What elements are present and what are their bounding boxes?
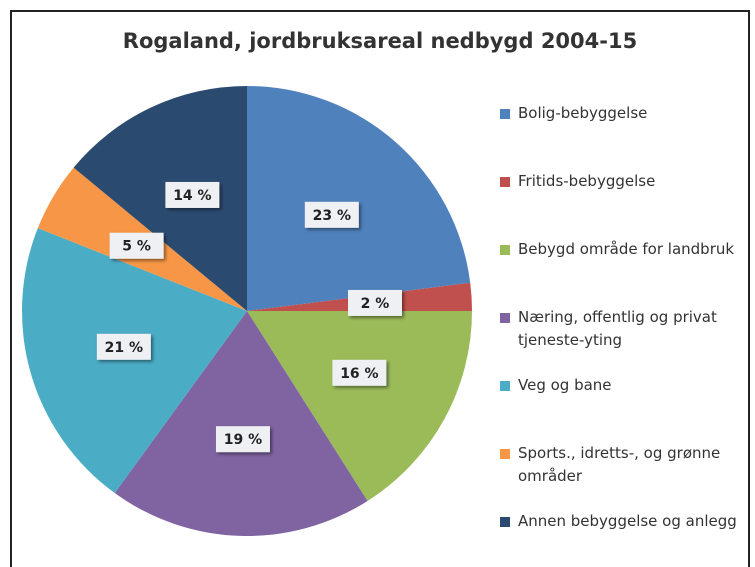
data-label-box bbox=[109, 232, 164, 259]
chart-title: Rogaland, jordbruksareal nedbygd 2004-15 bbox=[123, 29, 637, 53]
data-label-box bbox=[347, 289, 402, 316]
data-label: 19 % bbox=[215, 426, 270, 453]
legend-item: Fritids-bebyggelse bbox=[500, 170, 745, 193]
data-label: 5 % bbox=[109, 232, 164, 259]
legend-swatch bbox=[500, 381, 510, 391]
legend-swatch bbox=[500, 517, 510, 527]
legend-label: Annen bebyggelse og anlegg bbox=[518, 512, 737, 530]
legend-label: Næring, offentlig og privat tjeneste-yti… bbox=[518, 308, 717, 349]
data-label-text: 19 % bbox=[224, 432, 262, 448]
data-label-box bbox=[304, 201, 359, 228]
legend-swatch bbox=[500, 313, 510, 323]
legend-swatch bbox=[500, 449, 510, 459]
data-label-text: 23 % bbox=[313, 208, 351, 224]
data-label-text: 2 % bbox=[361, 296, 390, 312]
pie-slice bbox=[22, 228, 248, 494]
pie-slice bbox=[114, 311, 368, 536]
data-label-box bbox=[96, 333, 151, 360]
data-label-text: 16 % bbox=[340, 366, 378, 382]
pie-slice bbox=[247, 311, 472, 501]
legend-label: Fritids-bebyggelse bbox=[518, 172, 656, 190]
legend-label: Bolig-bebyggelse bbox=[518, 104, 648, 122]
data-label: 14 % bbox=[165, 181, 220, 208]
legend-item: Veg og bane bbox=[500, 374, 745, 397]
legend-label: Sports., idretts-, og grønne områder bbox=[518, 444, 721, 485]
data-label: 21 % bbox=[96, 333, 151, 360]
legend-label: Bebygd område for landbruk bbox=[518, 240, 735, 258]
data-label-text: 14 % bbox=[173, 188, 211, 204]
data-label-text: 21 % bbox=[105, 340, 143, 356]
chart-frame bbox=[10, 10, 750, 567]
pie-slice bbox=[247, 86, 471, 311]
legend-item: Bebygd område for landbruk bbox=[500, 238, 745, 261]
legend-item: Bolig-bebyggelse bbox=[500, 102, 745, 125]
data-label: 2 % bbox=[347, 289, 402, 316]
data-label: 16 % bbox=[332, 359, 387, 386]
legend-item: Sports., idretts-, og grønne områder bbox=[500, 442, 745, 488]
legend-label: Veg og bane bbox=[518, 376, 612, 394]
legend-swatch bbox=[500, 109, 510, 119]
data-label-box bbox=[165, 181, 220, 208]
legend-item: Næring, offentlig og privat tjeneste-yti… bbox=[500, 306, 745, 352]
data-label-text: 5 % bbox=[122, 239, 151, 255]
legend-swatch bbox=[500, 245, 510, 255]
legend-item: Annen bebyggelse og anlegg bbox=[500, 510, 745, 533]
legend-swatch bbox=[500, 177, 510, 187]
data-label-box bbox=[332, 359, 387, 386]
data-label: 23 % bbox=[304, 201, 359, 228]
data-label-box bbox=[215, 426, 270, 453]
pie-slice bbox=[73, 86, 247, 311]
